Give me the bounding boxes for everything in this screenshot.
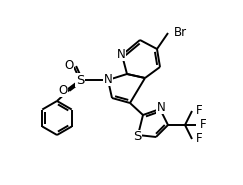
- Text: F: F: [196, 132, 203, 144]
- Text: N: N: [104, 73, 112, 85]
- Text: Br: Br: [174, 26, 187, 38]
- Text: O: O: [64, 58, 74, 71]
- Text: F: F: [196, 103, 203, 117]
- Text: F: F: [200, 117, 207, 130]
- Text: N: N: [157, 100, 165, 114]
- Text: S: S: [76, 73, 84, 87]
- Text: N: N: [117, 48, 125, 60]
- Text: S: S: [133, 130, 141, 144]
- Text: O: O: [58, 83, 68, 97]
